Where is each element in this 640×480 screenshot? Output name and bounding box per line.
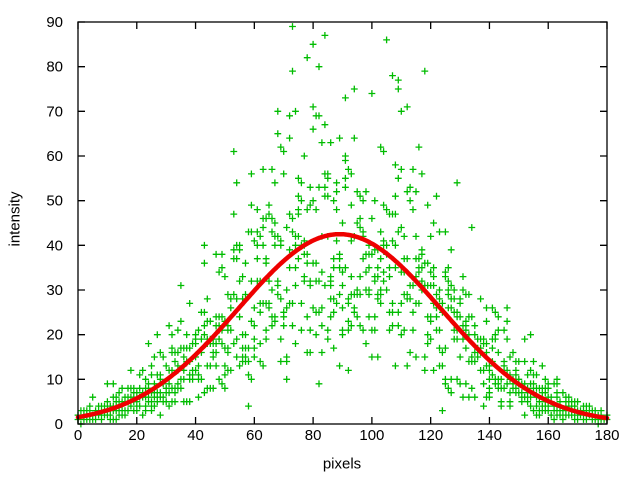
x-axis-title: pixels xyxy=(322,455,362,473)
x-tick-label: 160 xyxy=(536,427,561,444)
x-tick-label: 80 xyxy=(305,427,322,444)
y-tick-label: 80 xyxy=(46,59,63,76)
y-tick-label: 10 xyxy=(46,371,63,388)
x-tick-label: 140 xyxy=(477,427,502,444)
y-tick-label: 20 xyxy=(46,327,63,344)
x-tick-label: 20 xyxy=(128,427,145,444)
axis-ticks xyxy=(77,21,608,425)
y-tick-label: 40 xyxy=(46,237,63,254)
x-tick-label: 40 xyxy=(187,427,204,444)
x-tick-label: 0 xyxy=(74,427,82,444)
x-tick-label: 60 xyxy=(246,427,263,444)
scatter-points xyxy=(74,23,611,428)
x-tick-label: 100 xyxy=(359,427,384,444)
y-tick-label: 50 xyxy=(46,193,63,210)
y-tick-label: 90 xyxy=(46,14,63,31)
x-tick-label: 180 xyxy=(594,427,619,444)
plot-border xyxy=(77,21,608,425)
y-axis-title: intensity xyxy=(6,191,24,247)
x-tick-label: 120 xyxy=(418,427,443,444)
y-tick-label: 30 xyxy=(46,282,63,299)
y-tick-label: 60 xyxy=(46,148,63,165)
y-tick-label: 0 xyxy=(55,416,63,433)
y-tick-label: 70 xyxy=(46,103,63,120)
fit-curve xyxy=(75,231,610,421)
